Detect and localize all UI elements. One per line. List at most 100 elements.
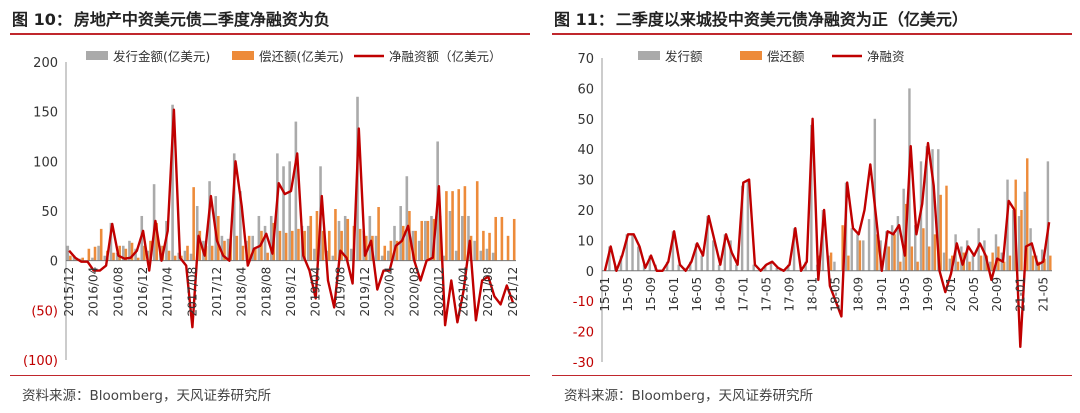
repayment-bar <box>916 261 919 271</box>
issuance-bar <box>294 121 298 261</box>
repayment-bar <box>939 194 942 271</box>
repayment-bar <box>303 230 306 261</box>
issuance-bar <box>729 240 732 271</box>
y-tick-label: -30 <box>573 356 594 371</box>
x-tick-label: 15-05 <box>621 277 635 312</box>
repayment-bar <box>887 246 890 271</box>
x-tick-label: 2018/12 <box>284 267 298 317</box>
x-tick-label: 20-09 <box>990 277 1004 312</box>
issuance-bar <box>393 225 396 261</box>
issuance-bar <box>430 215 433 261</box>
repayment-bar <box>1008 255 1012 271</box>
x-tick-label: 18-05 <box>829 277 843 312</box>
repayment-bar <box>235 235 239 261</box>
repayment-bar <box>991 252 994 271</box>
issuance-bar <box>128 240 131 261</box>
legend-swatch <box>638 51 660 60</box>
legend-label: 发行额 <box>665 49 703 64</box>
chart-title-right: 图 11： 二季度以来城投中资美元债净融资为正（亿美元） <box>554 10 968 29</box>
source-note-left: 资料来源：Bloomberg，天风证券研究所 <box>22 388 271 404</box>
issuance-bar <box>862 240 865 271</box>
issuance-bar <box>746 179 750 271</box>
x-tick-label: 17-09 <box>783 277 797 312</box>
issuance-bar <box>896 216 900 271</box>
repayment-bar <box>910 246 914 271</box>
issuance-bar <box>467 215 470 261</box>
issuance-bar <box>775 267 778 271</box>
x-tick-label: 2018/04 <box>235 267 249 317</box>
repayment-bar <box>389 240 393 261</box>
x-tick-label: 18-09 <box>852 277 866 312</box>
issuance-bar <box>251 235 255 261</box>
issuance-bar <box>66 245 70 261</box>
repayment-bar <box>217 215 220 261</box>
issuance-bar <box>925 146 928 271</box>
repayment-bar <box>340 230 343 261</box>
repayment-bar <box>346 218 350 261</box>
issuance-bar <box>608 246 611 271</box>
x-tick-label: 2017/04 <box>161 267 175 317</box>
repayment-bar <box>241 245 245 261</box>
repayment-bar <box>451 191 454 261</box>
legend-label: 偿还额 <box>767 49 805 64</box>
repayment-bar <box>297 228 300 261</box>
issuance-bar <box>717 264 721 271</box>
repayment-bar <box>979 255 983 271</box>
repayment-bar <box>956 261 960 271</box>
x-tick-label: 19-05 <box>898 277 912 312</box>
y-tick-label: 150 <box>33 106 58 121</box>
issuance-bar <box>948 258 952 271</box>
repayment-bar <box>315 211 319 261</box>
issuance-bar <box>648 255 652 271</box>
issuance-bar <box>867 219 871 271</box>
repayment-bar <box>1043 258 1046 271</box>
repayment-bar <box>69 255 72 261</box>
x-tick-label: 2020/12 <box>432 267 446 317</box>
y-tick-label: (50) <box>31 304 58 319</box>
repayment-bar <box>81 257 84 261</box>
issuance-bar <box>183 250 187 261</box>
issuance-bar <box>91 257 94 261</box>
x-tick-label: 2021/12 <box>506 267 520 317</box>
repayment-bar <box>463 186 467 261</box>
y-tick-label: 0 <box>50 255 58 270</box>
issuance-bar <box>331 255 335 261</box>
repayment-bar <box>198 230 202 261</box>
repayment-bar <box>254 248 257 261</box>
issuance-bar <box>965 240 969 271</box>
issuance-bar <box>665 261 669 271</box>
legend-label: 净融资额（亿美元） <box>389 49 502 64</box>
repayment-bar <box>922 228 925 271</box>
repayment-bar <box>155 222 158 261</box>
repayment-bar <box>395 240 399 261</box>
x-tick-label: 2020/04 <box>383 267 397 317</box>
issuance-bar <box>171 104 174 261</box>
issuance-bar <box>461 215 464 261</box>
issuance-bar <box>850 228 853 271</box>
repayment-bar <box>93 246 97 261</box>
issuance-bar <box>706 216 709 271</box>
y-tick-label: 40 <box>577 143 594 158</box>
x-tick-label: 20-01 <box>944 277 958 312</box>
issuance-bar <box>787 264 790 271</box>
issuance-bar <box>1029 228 1032 271</box>
y-tick-label: 60 <box>577 82 594 97</box>
x-tick-label: 2020/08 <box>407 267 421 317</box>
x-tick-label: 21-05 <box>1036 277 1050 312</box>
repayment-bar <box>841 225 844 271</box>
chart-title-left: 图 10： 房地产中资美元债二季度净融资为负 <box>12 10 330 29</box>
issuance-bar <box>1046 161 1050 271</box>
repayment-bar <box>358 228 362 261</box>
repayment-bar <box>167 250 171 261</box>
issuance-bar <box>792 228 796 271</box>
repayment-bar <box>321 230 325 261</box>
issuance-bar <box>306 225 310 261</box>
chart-svg-left: 200 150 100 50 0 (50) (100) 2015/12 2016/04 2016/… <box>23 49 520 369</box>
repayment-bar <box>876 234 879 271</box>
repayment-bar <box>87 248 91 261</box>
repayment-bar <box>327 230 331 261</box>
repayment-bar <box>457 189 461 261</box>
title-rule-left <box>10 33 530 35</box>
issuance-bar <box>1017 216 1021 271</box>
legend-swatch <box>740 51 762 60</box>
